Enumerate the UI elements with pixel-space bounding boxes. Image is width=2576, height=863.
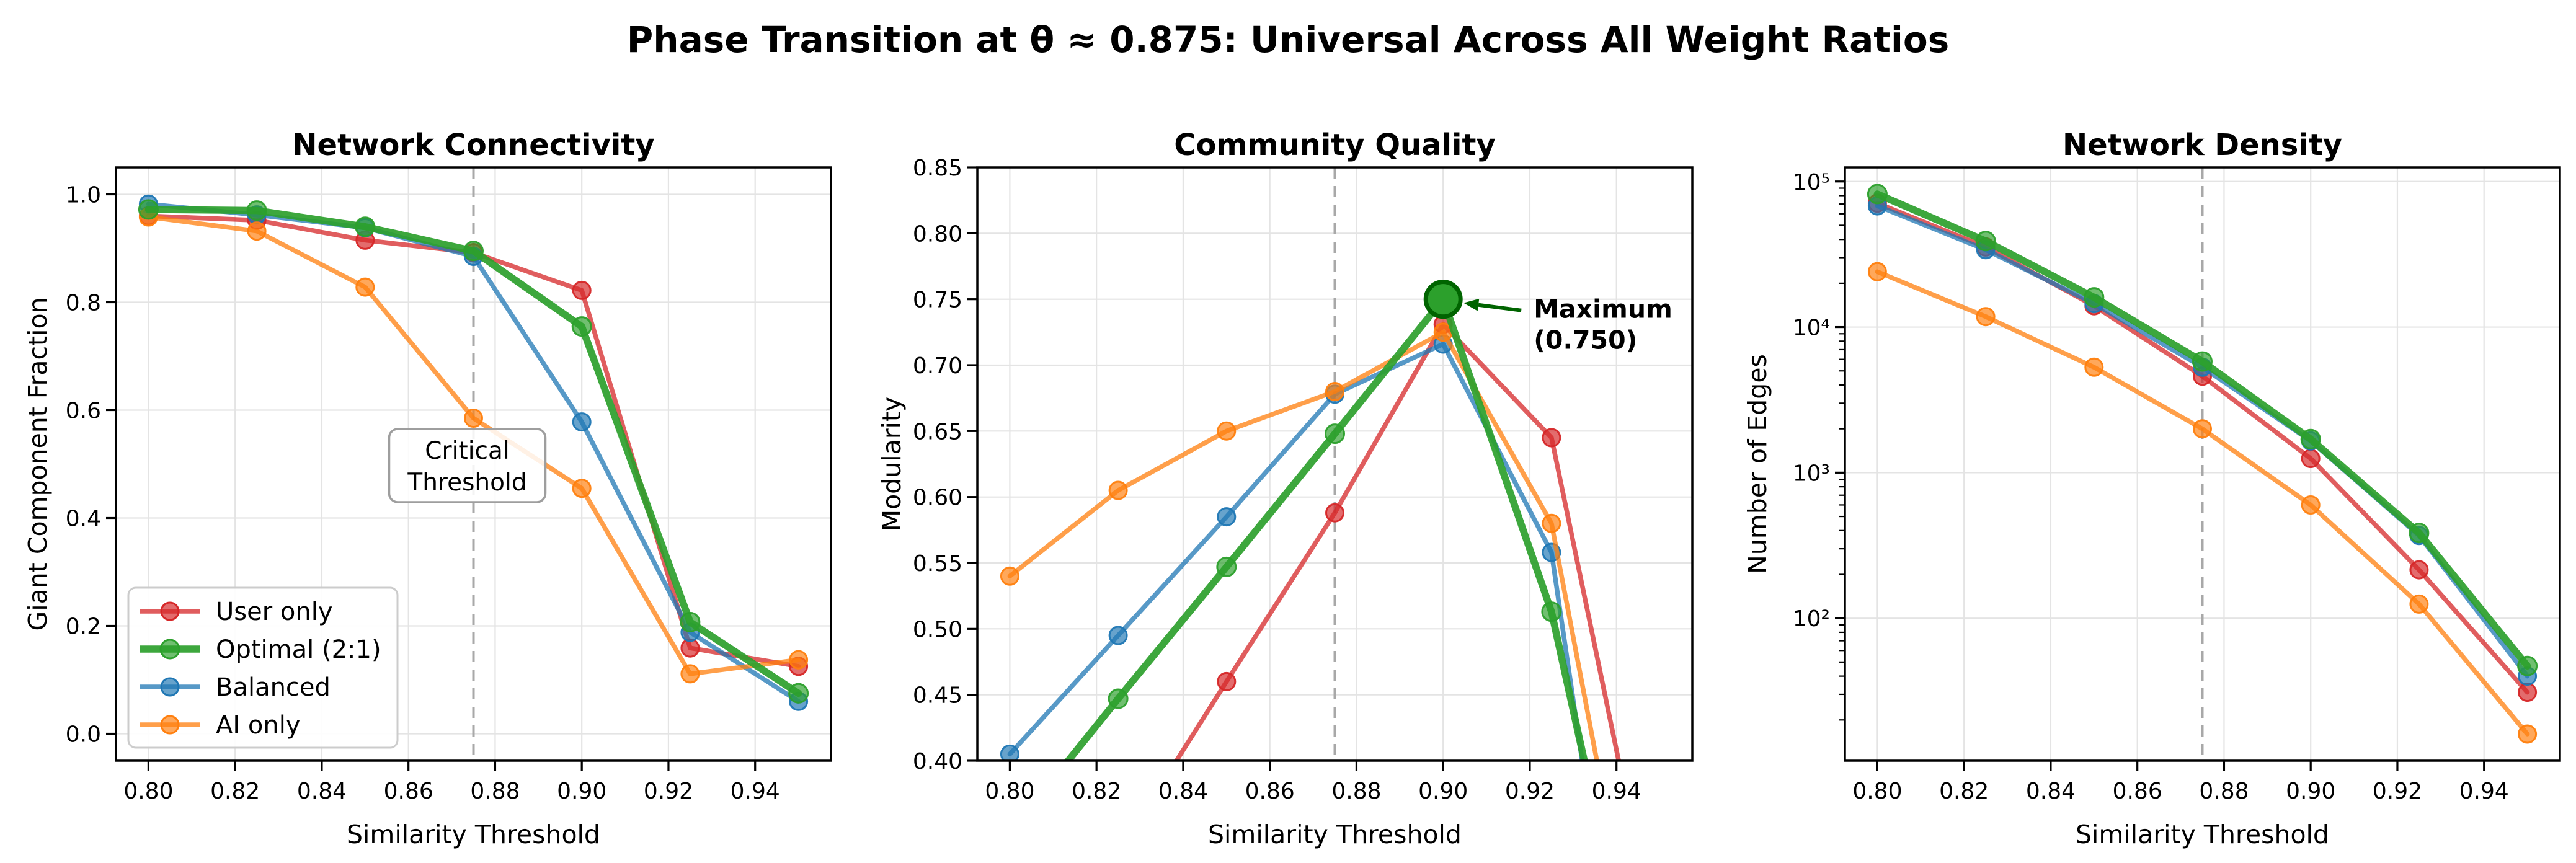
axes: 0.80 0.82 0.84 0.86 0.88 0.90 0.92 0.94 0.0 0.2 0.… [23,128,832,849]
legend-item-balanced: Balanced [140,673,331,702]
critical-threshold-label: Threshold [407,469,526,497]
y-tick-label: 0.70 [913,353,962,379]
maximum-marker [1423,280,1463,319]
x-tick-label: 0.94 [1592,779,1641,804]
minor-tick-marks [1839,187,1845,721]
y-tick-label: 0.75 [913,288,962,313]
y-tick-label: 0.0 [66,722,101,748]
series-layer [1867,184,2538,744]
x-tick-label: 0.82 [1072,779,1121,804]
y-tick-label: 0.45 [913,683,962,709]
axes: 0.80 0.82 0.84 0.86 0.88 0.90 0.92 0.94 10² 10³ 10… [1743,128,2561,849]
x-tick-label: 0.92 [644,779,693,804]
x-tick-label: 0.90 [1418,779,1468,804]
y-tick-label: 0.60 [913,485,962,511]
maximum-arrowhead [1463,298,1480,311]
panel-connectivity: Critical Threshold 0.80 0.82 0.84 0.86 0.88 0.9… [23,128,832,849]
y-tick-label: 0.4 [66,507,101,532]
y-axis-label: Number of Edges [1743,354,1772,574]
y-tick-label: 10⁴ [1793,316,1830,341]
x-axis-label: Similarity Threshold [2076,820,2329,849]
y-tick-label: 0.55 [913,551,962,577]
x-tick-label: 0.90 [2286,779,2335,804]
legend-marker-sample [160,601,180,621]
critical-threshold-box [388,428,547,503]
x-axis-label: Similarity Threshold [347,820,600,849]
maximum-label: (0.750) [1534,325,1637,355]
x-tick-label: 0.80 [985,779,1034,804]
series-layer [1000,289,1622,761]
y-tick-label: 0.65 [913,419,962,445]
y-tick-label: 0.8 [66,291,101,316]
x-tick-label: 0.84 [297,779,347,804]
y-tick-label: 10² [1793,606,1830,632]
y-tick-label: 0.85 [913,156,962,181]
tick-marks [1835,180,2485,771]
x-tick-label: 0.92 [2373,779,2422,804]
legend: User only Optimal (2:1) Balanced AI only [127,586,399,749]
y-axis-label: Giant Component Fraction [23,297,53,631]
x-tick-label: 0.86 [1245,779,1295,804]
series-ai-only-markers [1000,322,1561,586]
maximum-arrow [1478,303,1522,312]
x-axis-label: Similarity Threshold [1208,820,1462,849]
x-tick-label: 0.82 [210,779,260,804]
axes: 0.80 0.82 0.84 0.86 0.88 0.90 0.92 0.94 0.40 0.45… [877,128,1694,849]
x-tick-label: 0.88 [470,779,520,804]
series-optimal-2-1-markers [138,199,809,704]
legend-label: Optimal (2:1) [216,635,381,664]
axes-frame [976,166,1694,762]
series-ai-only-markers [1867,262,2538,744]
legend-marker-sample [159,639,180,660]
y-tick-label: 0.40 [913,749,962,774]
x-tick-label: 0.82 [1939,779,1989,804]
y-tick-label: 1.0 [66,183,101,208]
series-ai-only-markers [138,207,809,684]
maximum-label: Maximum [1534,294,1672,324]
x-tick-label: 0.94 [731,779,780,804]
y-axis-label: Modularity [877,397,907,532]
axes-frame [115,166,832,762]
legend-item-ai-only: AI only [140,711,300,740]
y-tick-label: 0.50 [913,617,962,642]
x-tick-label: 0.94 [2459,779,2509,804]
x-tick-label: 0.84 [2026,779,2076,804]
legend-label: AI only [216,711,300,740]
x-tick-label: 0.86 [384,779,433,804]
x-tick-label: 0.88 [1331,779,1381,804]
x-tick-label: 0.86 [2113,779,2162,804]
x-tick-label: 0.88 [2199,779,2249,804]
x-tick-label: 0.92 [1505,779,1555,804]
y-tick-label: 0.80 [913,221,962,247]
legend-label: User only [216,598,333,626]
x-tick-label: 0.84 [1158,779,1208,804]
legend-marker-sample [160,715,180,735]
axes-frame [1844,166,2561,762]
panel-quality: Maximum(0.750)0.80 0.82 0.84 0.86 0.88 0.90 0.… [877,128,1694,849]
y-tick-label: 0.2 [66,614,101,640]
y-tick-label: 0.6 [66,399,101,424]
series-optimal-2-1-markers [1867,184,2538,676]
legend-item-optimal-2-1: Optimal (2:1) [140,635,381,664]
panel-title: Network Density [2063,128,2342,162]
panel-title: Community Quality [1174,128,1495,162]
x-tick-label: 0.80 [1852,779,1902,804]
tick-marks [967,166,1618,771]
y-tick-label: 10³ [1793,461,1830,486]
tick-marks [106,193,757,771]
panel-density: 0.80 0.82 0.84 0.86 0.88 0.90 0.92 0.94 10² 10³ 10… [1743,128,2561,849]
x-tick-label: 0.80 [123,779,173,804]
legend-marker-sample [160,677,180,697]
legend-label: Balanced [216,673,331,702]
x-tick-label: 0.90 [557,779,606,804]
legend-box [127,586,399,749]
critical-threshold-label: Critical [425,437,509,465]
panel-title: Network Connectivity [292,128,654,162]
y-tick-label: 10⁵ [1793,170,1830,195]
series-layer [138,194,809,711]
figure-title: Phase Transition at θ ≈ 0.875: Universal… [626,19,1950,61]
legend-item-user-only: User only [140,598,333,626]
